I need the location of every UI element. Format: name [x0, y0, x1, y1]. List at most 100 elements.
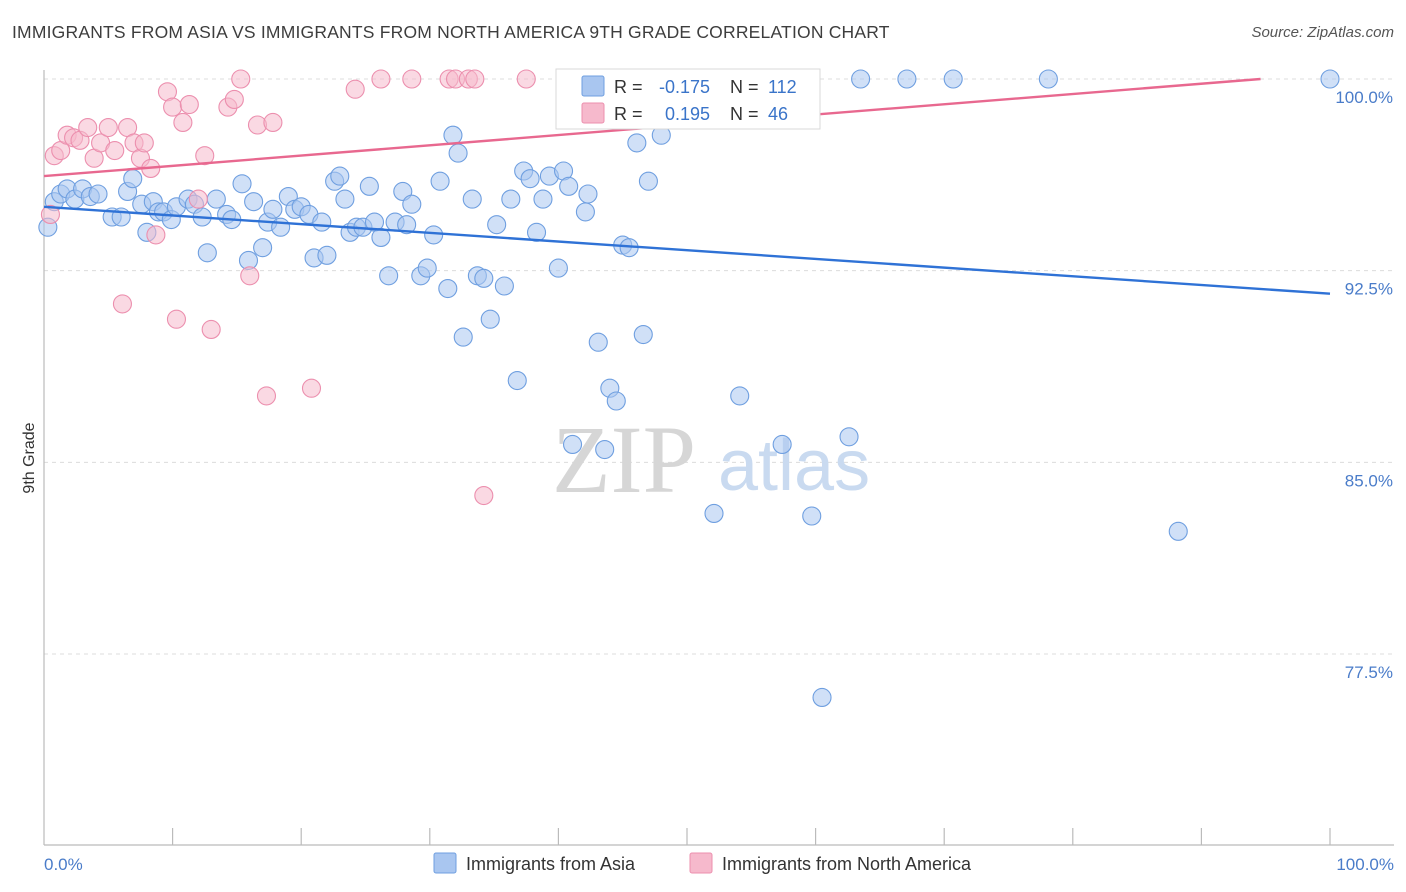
point-asia [812, 687, 832, 707]
point-asia [271, 217, 291, 237]
legend: Immigrants from Asia Immigrants from Nor… [433, 852, 972, 874]
point-asia [526, 222, 547, 242]
point-asia [851, 69, 871, 89]
point-north-america [146, 225, 166, 245]
point-north-america [40, 204, 60, 224]
point-asia [397, 215, 417, 235]
point-north-america [224, 89, 244, 109]
data-points [38, 69, 1340, 707]
point-north-america [465, 69, 485, 89]
point-asia [197, 243, 217, 263]
watermark-zip: ZIP [552, 406, 696, 513]
point-asia [330, 166, 350, 186]
point-north-america [516, 69, 536, 89]
x-tick-label-max: 100.0% [1336, 855, 1394, 874]
point-north-america [301, 378, 322, 398]
point-north-america [240, 266, 260, 286]
point-north-america [231, 69, 251, 89]
point-asia [704, 503, 724, 523]
point-asia [559, 176, 579, 196]
point-north-america [179, 95, 199, 115]
trend-line-asia [43, 205, 1331, 295]
point-north-america [134, 133, 154, 153]
stats-n-value-north-america: 46 [768, 104, 788, 124]
point-asia [943, 69, 963, 89]
y-tick-label-2: 85.0% [1345, 471, 1393, 490]
point-asia [533, 189, 553, 209]
point-north-america [78, 118, 98, 138]
point-north-america [105, 141, 125, 161]
point-asia [575, 202, 595, 222]
point-asia [88, 184, 108, 204]
point-asia [1320, 69, 1340, 89]
point-asia [802, 506, 822, 526]
point-asia [263, 199, 283, 219]
point-asia [633, 325, 653, 345]
point-north-america [201, 319, 221, 339]
legend-swatch-north-america [689, 852, 713, 874]
point-north-america [98, 118, 118, 138]
point-asia [606, 391, 626, 411]
point-asia [897, 69, 917, 89]
stats-r-label-north-america: R = [614, 104, 643, 124]
point-north-america [188, 189, 208, 209]
y-tick-labels: 100.0% 92.5% 85.0% 77.5% [1335, 88, 1393, 682]
point-asia [627, 133, 647, 153]
point-north-america [263, 112, 283, 132]
point-north-america [173, 112, 193, 132]
axes [43, 70, 1394, 846]
point-north-america [195, 146, 215, 166]
watermark: ZIP atlas [552, 406, 870, 513]
point-asia [312, 212, 332, 232]
point-asia [453, 327, 473, 347]
stats-r-value-asia: -0.175 [659, 77, 710, 97]
point-asia [638, 171, 658, 191]
point-north-america [345, 79, 365, 99]
point-asia [595, 440, 615, 460]
point-asia [578, 184, 598, 204]
y-tick-label-3: 77.5% [1345, 663, 1393, 682]
point-north-america [163, 97, 183, 117]
point-asia [562, 434, 583, 454]
stats-r-value-north-america: 0.195 [665, 104, 710, 124]
point-asia [839, 427, 859, 447]
point-asia [1168, 521, 1188, 541]
stats-n-label-north-america: N = [730, 104, 759, 124]
point-asia [443, 125, 463, 145]
point-asia [501, 189, 521, 209]
point-asia [232, 174, 252, 194]
y-tick-label-0: 100.0% [1335, 88, 1393, 107]
point-north-america [166, 309, 187, 329]
point-asia [730, 386, 750, 406]
legend-label-asia: Immigrants from Asia [466, 854, 636, 874]
point-asia [487, 215, 507, 235]
point-asia [507, 371, 527, 391]
stats-n-label-asia: N = [730, 77, 759, 97]
stats-r-label-asia: R = [614, 77, 643, 97]
point-asia [1038, 69, 1058, 89]
point-asia [335, 189, 355, 209]
point-asia [772, 434, 792, 454]
stats-swatch-asia [581, 75, 605, 97]
stats-swatch-north-america [581, 102, 605, 124]
legend-label-north-america: Immigrants from North America [722, 854, 972, 874]
point-north-america [474, 486, 494, 506]
point-asia [244, 192, 264, 212]
point-asia [474, 268, 494, 288]
point-asia [438, 279, 458, 299]
point-asia [520, 169, 540, 189]
x-tick-label-min: 0.0% [44, 855, 83, 874]
stats-box: R = -0.175 N = 112 R = 0.195 N = 46 [555, 68, 821, 130]
y-tick-label-1: 92.5% [1345, 280, 1393, 299]
point-asia [448, 143, 468, 163]
point-asia [417, 258, 437, 278]
point-asia [548, 258, 568, 278]
y-axis-title: 9th Grade [21, 422, 38, 493]
point-asia [462, 189, 482, 209]
point-asia [588, 332, 608, 352]
point-asia [123, 169, 143, 189]
point-asia [494, 276, 514, 296]
point-asia [424, 225, 444, 245]
gridlines [44, 78, 1394, 655]
